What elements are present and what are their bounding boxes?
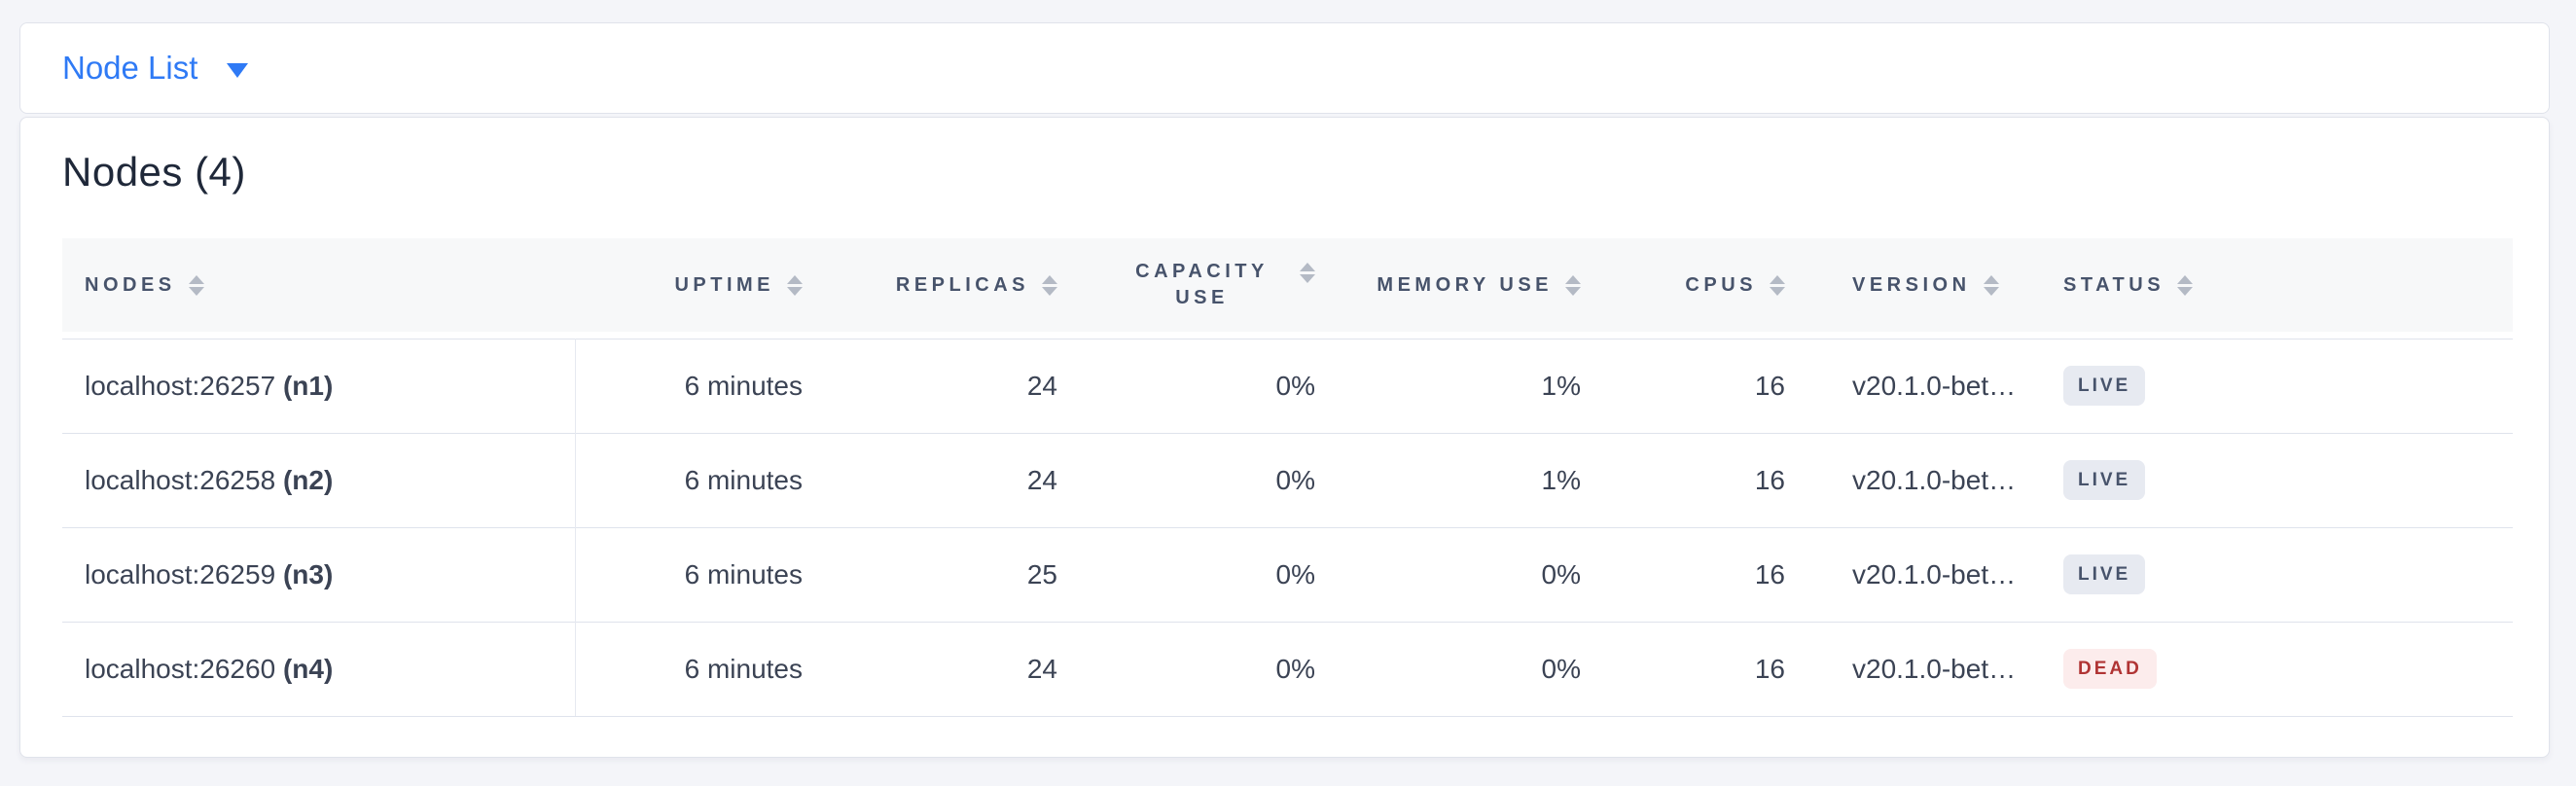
capacity-use-cell: 0% <box>1081 621 1339 717</box>
page-title: Nodes (4) <box>62 149 246 195</box>
replicas-cell: 24 <box>826 432 1081 527</box>
status-cell: LIVE <box>2034 338 2513 433</box>
capacity-use-cell: 0% <box>1081 432 1339 527</box>
node-address: localhost:26258 <box>85 464 276 495</box>
uptime-cell: 6 minutes <box>575 621 826 717</box>
version-cell: v20.1.0-bet… <box>1808 621 2034 717</box>
capacity-use-cell: 0% <box>1081 338 1339 433</box>
cpus-cell: 16 <box>1604 621 1808 717</box>
cpus-cell: 16 <box>1604 338 1808 433</box>
uptime-cell: 6 minutes <box>575 432 826 527</box>
sort-icon <box>1770 274 1785 296</box>
node-id: (n4) <box>282 653 334 684</box>
node-id: (n2) <box>282 464 334 495</box>
memory-use-cell: 0% <box>1339 526 1604 622</box>
status-badge: LIVE <box>2063 554 2146 594</box>
node-address: localhost:26257 <box>85 370 276 401</box>
column-label: CPUS <box>1685 273 1757 296</box>
memory-use-cell: 0% <box>1339 621 1604 717</box>
table-row[interactable]: localhost:26259 (n3) 6 minutes 25 0% 0% … <box>62 526 2513 622</box>
column-header-uptime[interactable]: UPTIME <box>575 238 826 332</box>
cpus-cell: 16 <box>1604 526 1808 622</box>
capacity-use-cell: 0% <box>1081 526 1339 622</box>
sort-icon <box>1565 274 1581 296</box>
view-dropdown-label: Node List <box>62 50 198 86</box>
sort-icon <box>1042 274 1057 296</box>
node-name-cell[interactable]: localhost:26257 (n1) <box>62 338 576 433</box>
table-row[interactable]: localhost:26257 (n1) 6 minutes 24 0% 1% … <box>62 338 2513 433</box>
column-header-status[interactable]: STATUS <box>2034 238 2513 332</box>
replicas-cell: 24 <box>826 621 1081 717</box>
table-row[interactable]: localhost:26260 (n4) 6 minutes 24 0% 0% … <box>62 621 2513 717</box>
status-badge: LIVE <box>2063 366 2146 406</box>
node-name-cell[interactable]: localhost:26260 (n4) <box>62 621 576 717</box>
column-header-cpus[interactable]: CPUS <box>1604 238 1808 332</box>
node-address: localhost:26259 <box>85 558 276 590</box>
version-cell: v20.1.0-bet… <box>1808 526 2034 622</box>
column-header-nodes[interactable]: NODES <box>62 238 575 332</box>
memory-use-cell: 1% <box>1339 338 1604 433</box>
sort-icon <box>1983 274 1999 296</box>
sort-icon <box>1300 263 1315 283</box>
status-cell: DEAD <box>2034 621 2513 717</box>
chevron-down-icon <box>227 62 249 78</box>
column-header-replicas[interactable]: REPLICAS <box>826 238 1081 332</box>
version-cell: v20.1.0-bet… <box>1808 338 2034 433</box>
node-id: (n3) <box>282 558 334 590</box>
view-dropdown[interactable]: Node List <box>62 50 249 87</box>
column-header-capacity-use[interactable]: CAPACITY USE <box>1081 238 1339 332</box>
version-cell: v20.1.0-bet… <box>1808 432 2034 527</box>
replicas-cell: 24 <box>826 338 1081 433</box>
sort-icon <box>188 274 204 296</box>
status-cell: LIVE <box>2034 432 2513 527</box>
column-label: STATUS <box>2063 273 2165 296</box>
column-label: MEMORY USE <box>1377 273 1553 296</box>
node-address: localhost:26260 <box>85 653 276 684</box>
replicas-cell: 25 <box>826 526 1081 622</box>
status-cell: LIVE <box>2034 526 2513 622</box>
uptime-cell: 6 minutes <box>575 338 826 433</box>
status-badge: LIVE <box>2063 460 2146 500</box>
nodes-table: NODES UPTIME REPLICAS CAPACITY USE MEMOR… <box>62 238 2513 717</box>
node-name-cell[interactable]: localhost:26258 (n2) <box>62 432 576 527</box>
column-label: UPTIME <box>674 273 774 296</box>
view-selector-bar: Node List <box>19 22 2550 114</box>
sort-icon <box>787 274 803 296</box>
sort-icon <box>2177 274 2194 296</box>
column-header-memory-use[interactable]: MEMORY USE <box>1339 238 1604 332</box>
column-label: NODES <box>85 273 176 296</box>
table-row[interactable]: localhost:26258 (n2) 6 minutes 24 0% 1% … <box>62 432 2513 527</box>
column-label: CAPACITY USE <box>1135 261 1269 308</box>
node-id: (n1) <box>282 370 334 401</box>
cpus-cell: 16 <box>1604 432 1808 527</box>
status-badge: DEAD <box>2063 649 2157 689</box>
column-label: VERSION <box>1852 273 1971 296</box>
table-header-row: NODES UPTIME REPLICAS CAPACITY USE MEMOR… <box>62 238 2513 332</box>
memory-use-cell: 1% <box>1339 432 1604 527</box>
uptime-cell: 6 minutes <box>575 526 826 622</box>
column-header-version[interactable]: VERSION <box>1808 238 2034 332</box>
nodes-card: Nodes (4) NODES UPTIME REPLICAS <box>19 117 2550 758</box>
node-name-cell[interactable]: localhost:26259 (n3) <box>62 526 576 622</box>
column-label: REPLICAS <box>895 273 1029 296</box>
